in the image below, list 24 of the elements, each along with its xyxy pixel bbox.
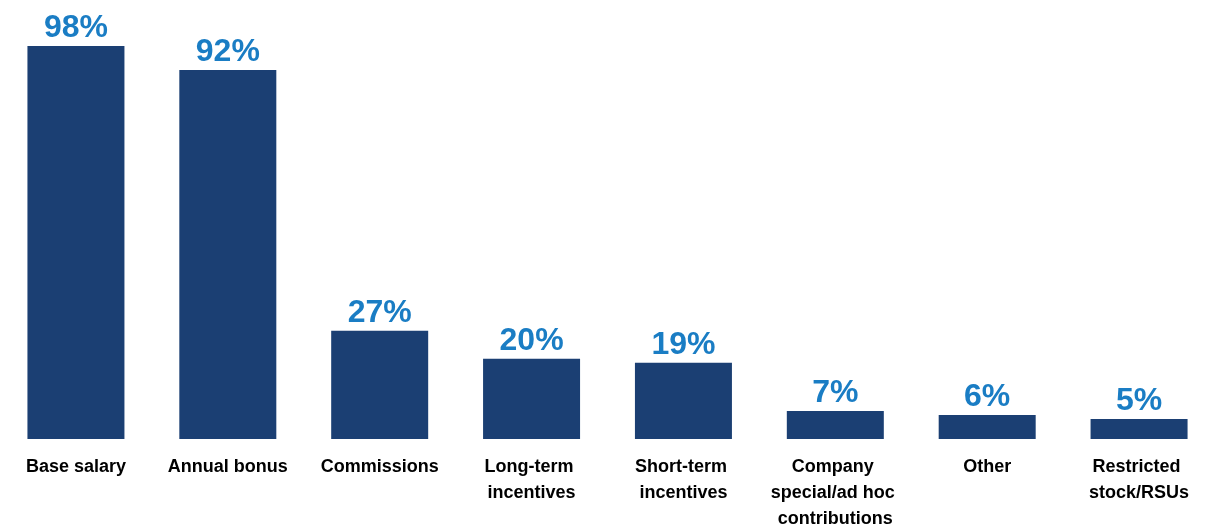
x-tick-label: Long-term incentives xyxy=(484,456,579,502)
bar xyxy=(938,414,1036,439)
data-label: 27% xyxy=(347,292,412,329)
bar xyxy=(331,330,429,439)
x-tick-label: Short-term incentives xyxy=(634,456,732,502)
data-label: 7% xyxy=(812,372,859,409)
x-tick-label: Base salary xyxy=(25,456,126,476)
bar xyxy=(634,362,732,439)
data-label: 6% xyxy=(964,376,1011,413)
x-tick-label: Other xyxy=(963,456,1012,476)
data-label: 19% xyxy=(651,324,716,361)
bar xyxy=(179,70,277,439)
data-label: 20% xyxy=(499,320,564,357)
x-tick-label: Restricted stock/RSUs xyxy=(1089,456,1190,502)
bar xyxy=(27,46,125,439)
bar xyxy=(1090,418,1188,439)
x-tick-label: Company special/ad hoc contributions xyxy=(770,456,900,528)
data-label: 5% xyxy=(1115,380,1163,417)
bar xyxy=(483,358,581,439)
bar xyxy=(786,410,884,439)
x-tick-label: Annual bonus xyxy=(167,456,288,476)
x-tick-label: Commissions xyxy=(320,456,439,476)
data-label: 98% xyxy=(43,8,108,45)
data-label: 92% xyxy=(195,32,260,69)
